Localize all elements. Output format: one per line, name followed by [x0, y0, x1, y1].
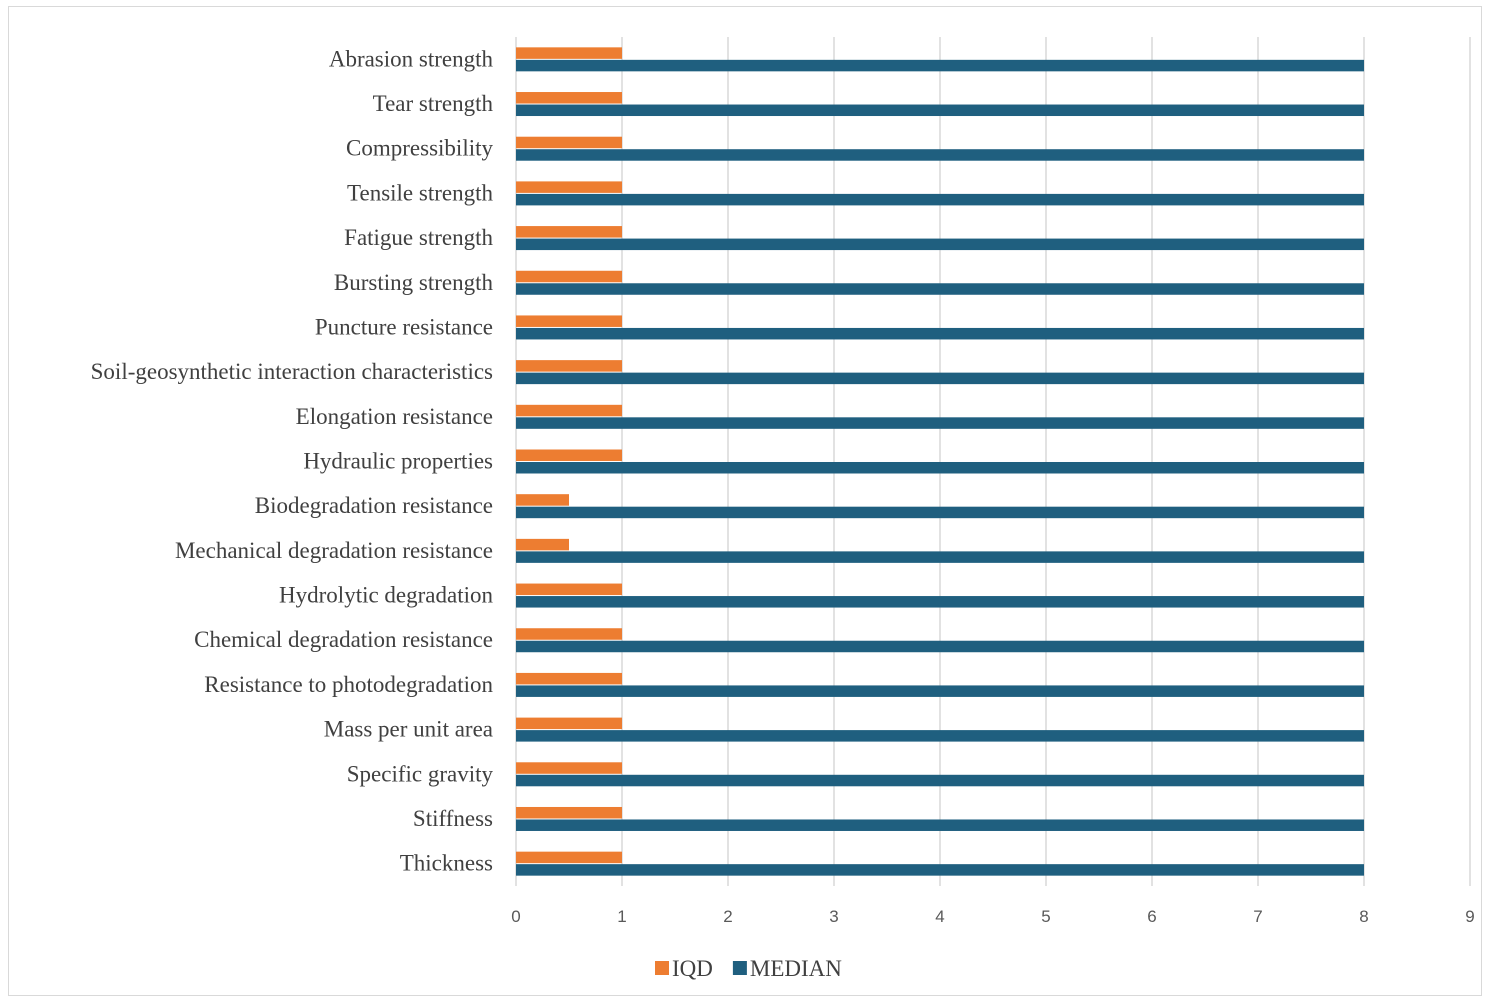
legend: IQD MEDIAN: [655, 956, 842, 981]
bar-median-11: [516, 551, 1364, 563]
x-tick-label-6: 6: [1147, 907, 1156, 926]
bar-iqd-17: [516, 806, 622, 819]
x-tick-label-7: 7: [1253, 907, 1262, 926]
x-tick-label-3: 3: [829, 907, 838, 926]
bar-iqd-3: [516, 181, 622, 193]
category-label-10: Biodegradation resistance: [255, 493, 493, 518]
bar-iqd-1: [516, 92, 622, 104]
chart-frame: [8, 6, 1482, 996]
x-tick-label-0: 0: [511, 907, 520, 926]
category-label-13: Chemical degradation resistance: [194, 627, 493, 652]
bar-median-9: [516, 462, 1364, 474]
bar-iqd-6: [516, 315, 622, 327]
category-label-17: Stiffness: [413, 806, 493, 831]
bar-median-3: [516, 193, 1364, 206]
category-label-9: Hydraulic properties: [303, 449, 493, 474]
bar-median-16: [516, 774, 1364, 787]
bar-median-10: [516, 506, 1364, 519]
bar-median-12: [516, 596, 1364, 608]
bar-iqd-4: [516, 226, 622, 238]
bar-median-7: [516, 372, 1364, 385]
legend-swatch-iqd: [655, 961, 669, 975]
category-label-12: Hydrolytic degradation: [279, 583, 493, 608]
bar-median-8: [516, 417, 1364, 429]
category-label-18: Thickness: [400, 851, 493, 876]
category-label-5: Bursting strength: [334, 270, 494, 295]
bar-iqd-0: [516, 47, 622, 59]
bar-iqd-12: [516, 583, 622, 596]
legend-swatch-median: [732, 961, 747, 975]
legend-label-iqd: IQD: [672, 956, 713, 981]
category-label-16: Specific gravity: [347, 761, 494, 786]
category-label-4: Fatigue strength: [344, 225, 493, 250]
category-label-15: Mass per unit area: [324, 717, 493, 742]
bar-iqd-14: [516, 672, 622, 685]
bar-median-13: [516, 640, 1364, 653]
bar-iqd-5: [516, 270, 622, 283]
category-label-2: Compressibility: [346, 136, 493, 161]
gridlines: [515, 37, 1471, 886]
category-label-3: Tensile strength: [347, 180, 493, 205]
bar-median-4: [516, 238, 1364, 251]
bar-iqd-13: [516, 628, 622, 640]
category-label-8: Elongation resistance: [296, 404, 493, 429]
category-label-7: Soil-geosynthetic interaction characteri…: [91, 359, 493, 384]
bar-median-2: [516, 149, 1364, 161]
bar-median-17: [516, 819, 1364, 831]
bar-iqd-16: [516, 762, 622, 774]
x-tick-label-5: 5: [1041, 907, 1050, 926]
x-tick-label-1: 1: [617, 907, 626, 926]
x-tick-label-8: 8: [1359, 907, 1368, 926]
category-label-14: Resistance to photodegradation: [204, 672, 493, 697]
bar-median-18: [516, 864, 1364, 876]
bar-iqd-18: [516, 851, 622, 864]
bar-median-6: [516, 327, 1364, 340]
x-tick-label-9: 9: [1465, 907, 1474, 926]
category-label-0: Abrasion strength: [329, 46, 494, 71]
category-label-1: Tear strength: [373, 91, 494, 116]
bars: [516, 47, 1364, 876]
bar-iqd-9: [516, 449, 622, 461]
bar-iqd-11: [516, 538, 569, 551]
bar-median-15: [516, 730, 1364, 742]
bar-median-0: [516, 59, 1364, 72]
bar-iqd-8: [516, 404, 622, 417]
legend-label-median: MEDIAN: [750, 956, 842, 981]
x-tick-label-4: 4: [935, 907, 944, 926]
bar-median-5: [516, 283, 1364, 295]
category-labels: Abrasion strength Tear strength Compressib…: [91, 46, 494, 875]
category-label-6: Puncture resistance: [315, 314, 493, 339]
x-axis-tick-labels: 0 1 2 3 4 5 6 7 8 9: [511, 907, 1474, 926]
bar-iqd-2: [516, 136, 622, 149]
bar-median-1: [516, 104, 1364, 117]
bar-iqd-7: [516, 360, 622, 372]
bar-median-14: [516, 685, 1364, 697]
bar-iqd-15: [516, 717, 622, 730]
x-tick-label-2: 2: [723, 907, 732, 926]
category-label-11: Mechanical degradation resistance: [175, 538, 493, 563]
bar-iqd-10: [516, 494, 569, 506]
